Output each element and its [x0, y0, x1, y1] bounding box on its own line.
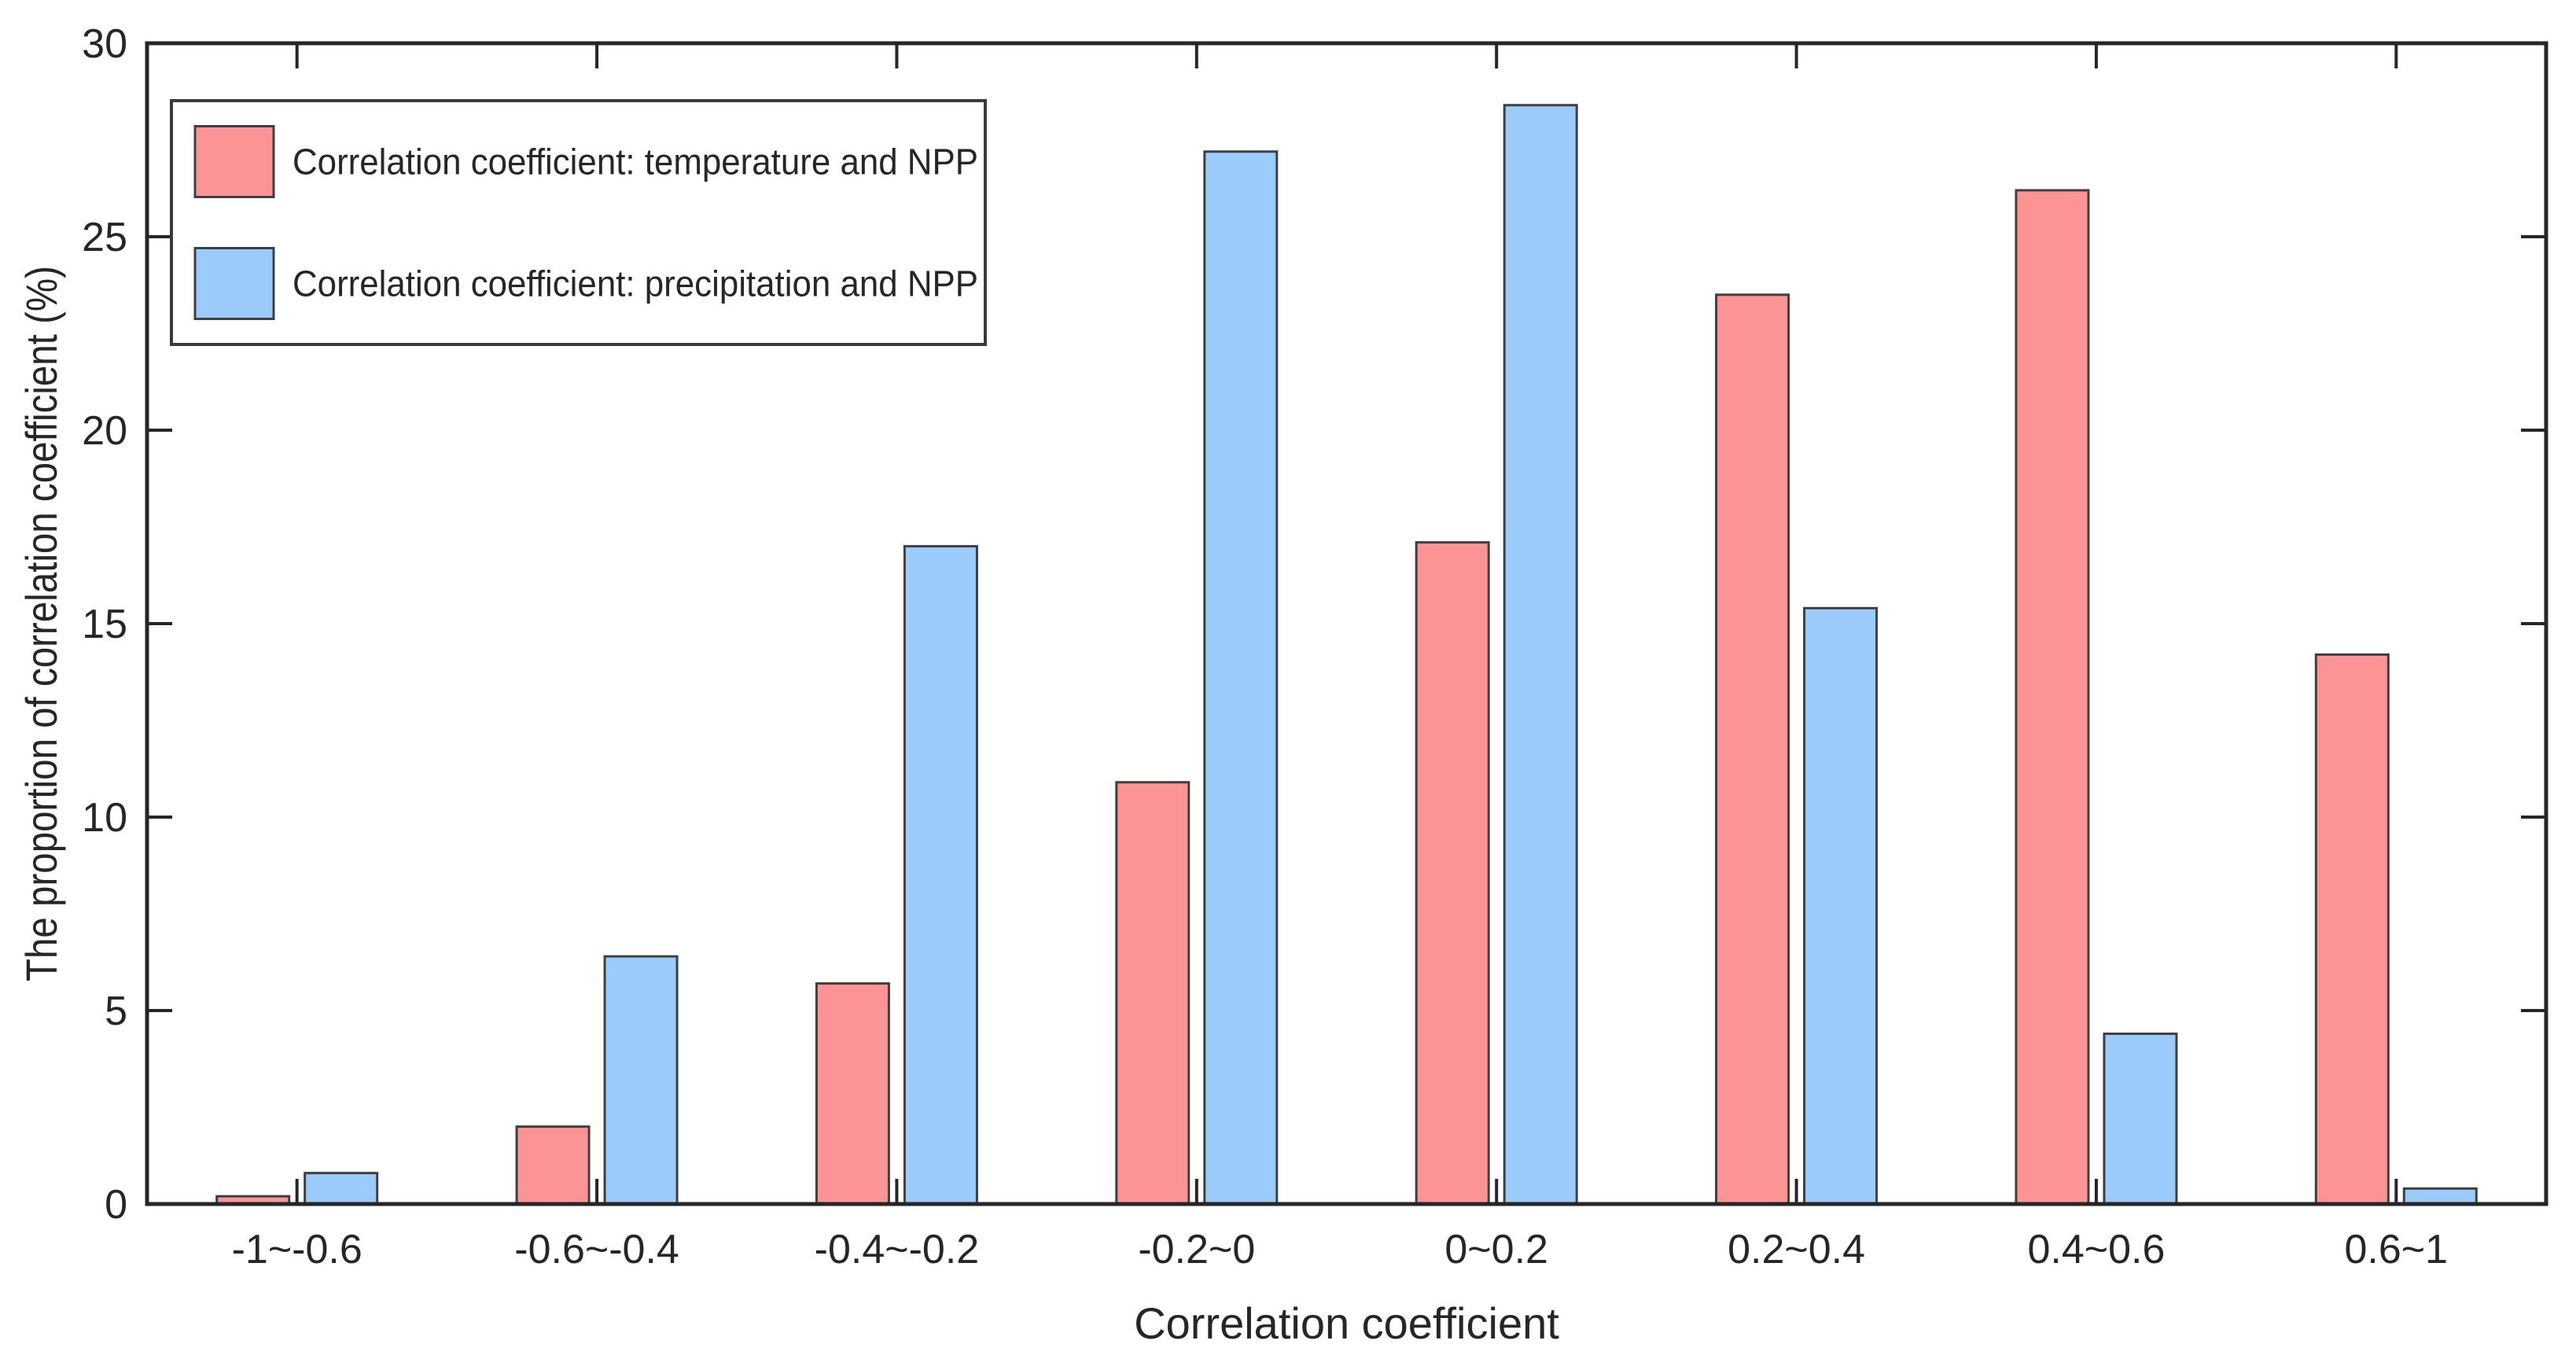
y-tick-label-20: 20 [82, 408, 127, 454]
x-tick-label-0: -1~-0.6 [232, 1227, 362, 1272]
x-tick-label-6: 0.4~0.6 [2027, 1227, 2165, 1272]
bar-temperature-7 [2314, 653, 2390, 1206]
x-tick-label-4: 0~0.2 [1444, 1227, 1548, 1272]
bar-precipitation-0 [304, 1172, 379, 1206]
bar-precipitation-6 [2103, 1033, 2178, 1206]
x-tick-label-7: 0.6~1 [2345, 1227, 2449, 1272]
bar-precipitation-7 [2402, 1187, 2478, 1206]
plot-area-border [145, 41, 2548, 1206]
x-tick-label-1: -0.6~-0.4 [514, 1227, 679, 1272]
legend-swatch-temperature [193, 125, 275, 198]
y-tick-label-25: 25 [82, 215, 127, 260]
bar-precipitation-3 [1203, 150, 1279, 1206]
bar-temperature-3 [1115, 781, 1190, 1206]
y-tick-label-0: 0 [105, 1182, 127, 1228]
legend-label-precipitation: Correlation coefficient: precipitation a… [293, 263, 978, 304]
x-axis-label: Correlation coefficient [1134, 1298, 1559, 1348]
legend-label-temperature: Correlation coefficient: temperature and… [293, 142, 978, 182]
bar-precipitation-5 [1803, 606, 1879, 1206]
y-tick-label-5: 5 [105, 989, 127, 1034]
x-tick-label-5: 0.2~0.4 [1728, 1227, 1865, 1272]
bar-temperature-1 [515, 1125, 591, 1206]
y-axis-label: The proportion of correlation coefficien… [17, 266, 66, 981]
legend-swatch-precipitation [193, 247, 275, 320]
bar-temperature-6 [2015, 189, 2090, 1206]
bar-precipitation-2 [903, 545, 978, 1206]
y-tick-label-15: 15 [82, 602, 127, 647]
x-tick-label-3: -0.2~0 [1138, 1227, 1255, 1272]
y-tick-label-30: 30 [82, 21, 127, 67]
bar-temperature-5 [1715, 293, 1790, 1206]
bar-temperature-4 [1415, 541, 1490, 1206]
bar-precipitation-1 [603, 955, 679, 1206]
bar-precipitation-4 [1503, 104, 1578, 1206]
bar-temperature-2 [815, 982, 890, 1206]
x-tick-label-2: -0.4~-0.2 [815, 1227, 980, 1272]
legend-box [170, 99, 987, 346]
y-tick-label-10: 10 [82, 795, 127, 841]
